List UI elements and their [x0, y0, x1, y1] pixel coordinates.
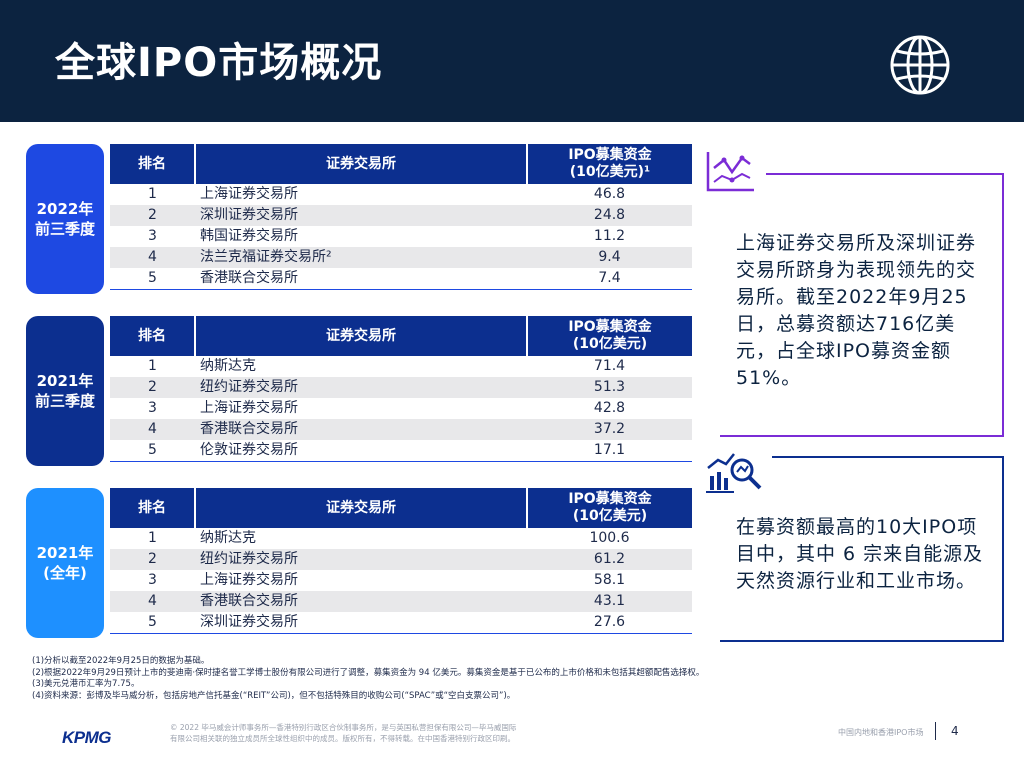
period-label: 前三季度	[34, 220, 95, 238]
year-tab-2022-q1-q3: 2022年 前三季度	[26, 144, 104, 294]
ipo-table-2021-q1-q3: 排名 证券交易所 IPO募集资金 (10亿美元) 1 纳斯达克 71.4 2 纽约证券交…	[110, 316, 692, 462]
table-row: 1 纳斯达克 71.4	[148, 358, 626, 374]
kpmg-logo: KPMG	[62, 728, 112, 747]
table-row: 4 香港联合交易所 43.1	[110, 591, 692, 612]
amount-header: IPO募集资金 (10亿美元)¹	[527, 144, 692, 184]
footnote: (1)分析以截至2022年9月25日的数据为基础。	[32, 656, 210, 666]
insight-box-top-border	[766, 173, 1003, 175]
table-row: 3 上海证券交易所 42.8	[148, 400, 626, 416]
year-label: 2021年	[36, 544, 94, 562]
exchange-header: 证券交易所	[195, 144, 528, 184]
exchange-header: 证券交易所	[195, 488, 528, 528]
table-row: 4 法兰克福证券交易所² 9.4	[110, 247, 692, 268]
table-row: 2 深圳证券交易所 24.8	[110, 205, 692, 226]
year-label: 2021年	[36, 372, 94, 390]
footer-divider	[935, 722, 936, 740]
table-row: 4 香港联合交易所 37.2	[110, 419, 692, 440]
page-number: 4	[951, 724, 959, 738]
table-header: 排名 证券交易所 IPO募集资金 (10亿美元)	[110, 488, 692, 528]
period-label: 前三季度	[34, 392, 95, 410]
table-row: 3 韩国证券交易所 11.2	[148, 228, 626, 244]
rank-header: 排名	[110, 144, 196, 184]
copyright-notice: © 2022 毕马威会计师事务所—香港特别行政区合伙制事务所，是与英国私营担保有…	[170, 723, 517, 743]
magnifier-chart-icon	[706, 453, 762, 493]
exchange-header: 证券交易所	[195, 316, 528, 356]
table-row: 5 伦敦证券交易所 17.1	[110, 440, 692, 462]
insight-box-frame	[720, 173, 1004, 437]
period-label: (全年)	[43, 564, 87, 582]
table-row: 1 上海证券交易所 46.8	[148, 186, 626, 202]
table-row: 3 上海证券交易所 58.1	[148, 572, 626, 588]
insight-text-1: 上海证券交易所及深圳证券交易所跻身为表现领先的交易所。截至2022年9月25日，…	[736, 232, 977, 389]
table-header: 排名 证券交易所 IPO募集资金 (10亿美元)	[110, 316, 692, 356]
year-tab-2021-full-year: 2021年 (全年)	[26, 488, 104, 638]
insight-box-top-border	[772, 456, 1003, 458]
table-row: 5 香港联合交易所 7.4	[110, 268, 692, 290]
rank-header: 排名	[110, 316, 196, 356]
page-title: 全球IPO市场概况	[55, 40, 383, 86]
footnotes: (1)分析以截至2022年9月25日的数据为基础。 (2)根据2022年9月29…	[32, 656, 704, 702]
table-row: 1 纳斯达克 100.6	[148, 530, 630, 546]
insight-box-frame	[720, 456, 1004, 642]
footnote: (2)根据2022年9月29日预计上市的斐迪南·保时捷名誉工学博士股份有限公司进…	[32, 667, 705, 678]
rank-header: 排名	[110, 488, 196, 528]
footnote: (3)美元兑港币汇率为7.75。	[32, 679, 140, 689]
globe-icon	[890, 35, 950, 95]
amount-header: IPO募集资金 (10亿美元)	[527, 316, 692, 356]
footnote: (4)资料来源：彭博及毕马威分析，包括房地产信托基金(“REIT”公司)，但不包…	[32, 690, 516, 701]
line-chart-icon	[706, 152, 754, 192]
table-row: 2 纽约证券交易所 61.2	[110, 549, 692, 570]
table-row: 2 纽约证券交易所 51.3	[110, 377, 692, 398]
report-name: 中国内地和香港IPO市场	[838, 728, 924, 737]
table-row: 5 深圳证券交易所 27.6	[110, 612, 692, 634]
title-banner: 全球IPO市场概况	[0, 0, 1024, 122]
ipo-table-2021-full-year: 排名 证券交易所 IPO募集资金 (10亿美元) 1 纳斯达克 100.6 2 纽约证券…	[110, 488, 692, 634]
amount-header: IPO募集资金 (10亿美元)	[527, 488, 692, 528]
table-header: 排名 证券交易所 IPO募集资金 (10亿美元)¹	[110, 144, 692, 184]
year-tab-2021-q1-q3: 2021年 前三季度	[26, 316, 104, 466]
year-label: 2022年	[36, 200, 94, 218]
insight-text-2: 在募资额最高的10大IPO项目中，其中 6 宗来自能源及天然资源行业和工业市场。	[736, 516, 984, 592]
